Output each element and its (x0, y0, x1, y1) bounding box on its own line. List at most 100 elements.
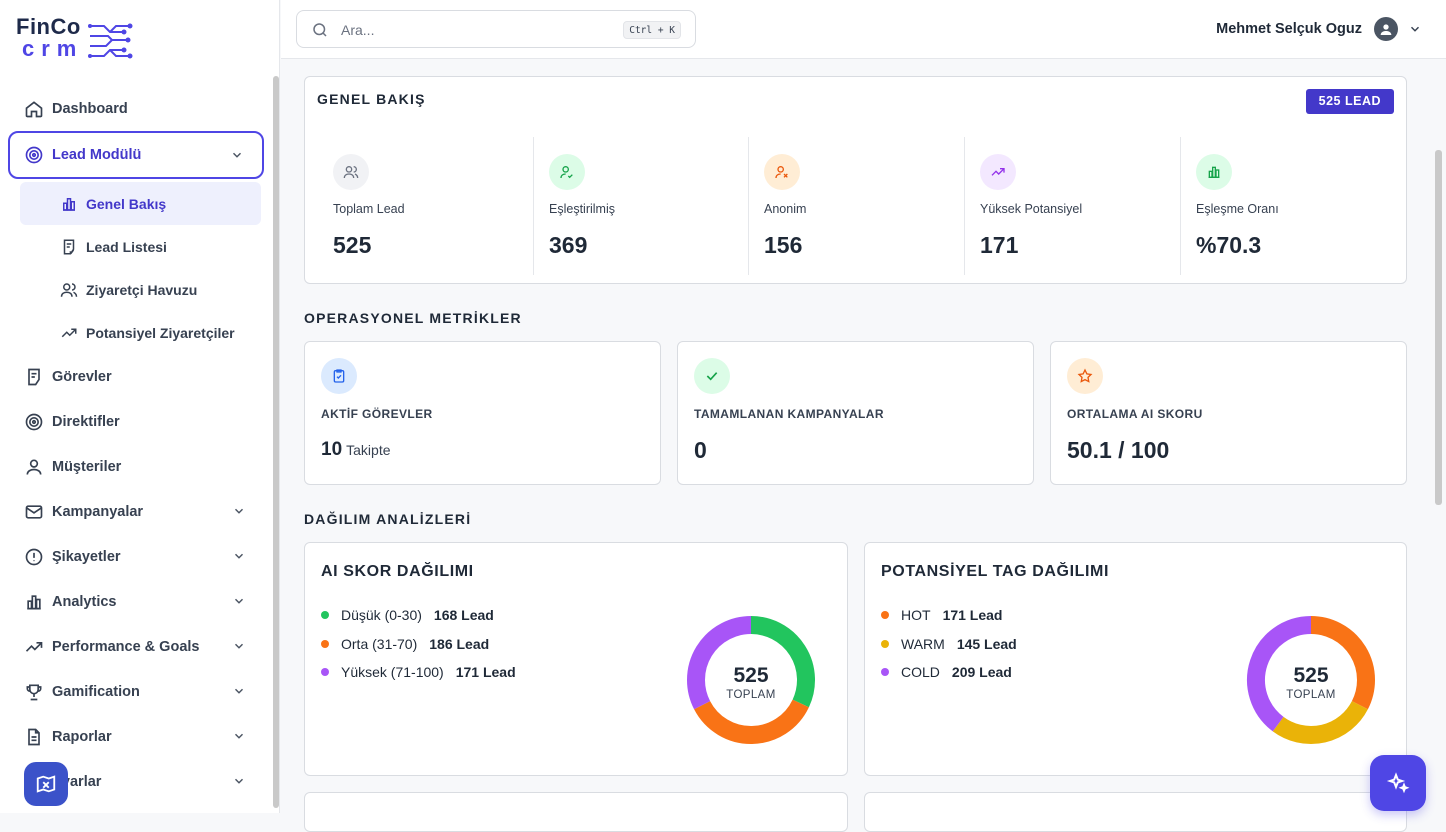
legend-count: 209 Lead (951, 664, 1012, 681)
legend: HOT 171 Lead WARM 145 Lead COLD 209 Lead (881, 601, 1017, 687)
trophy-icon (26, 684, 42, 700)
sidebar-item-label: Direktifler (52, 413, 120, 430)
sidebar-item-gamification[interactable]: Gamification (8, 669, 264, 714)
sidebar-item-lead-module[interactable]: Lead Modülü (8, 131, 264, 179)
map-button[interactable] (24, 762, 68, 806)
legend-item: HOT 171 Lead (881, 601, 1017, 630)
metric-suffix: Takipte (346, 442, 391, 458)
sidebar-item-analytics[interactable]: Analytics (8, 579, 264, 624)
operational-title: OPERASYONEL METRİKLER (304, 310, 522, 326)
metric-card-ortalama-ai-skoru: ORTALAMA AI SKORU 50.1 / 100 (1050, 341, 1407, 485)
user-check-icon (549, 154, 585, 190)
stat-eslestirilmis: Eşleştirilmiş 369 (533, 137, 748, 275)
distribution-title: DAĞILIM ANALİZLERİ (304, 511, 472, 527)
sidebar-subitem-ziyaretci-havuzu[interactable]: Ziyaretçi Havuzu (20, 268, 261, 311)
chevron-down-icon (1410, 26, 1420, 32)
card-title: POTANSİYEL TAG DAĞILIMI (881, 563, 1110, 580)
stat-divider (964, 137, 965, 275)
task-icon (28, 368, 40, 385)
sidebar-subitem-potansiyel-ziyaretciler[interactable]: Potansiyel Ziyaretçiler (20, 311, 261, 354)
alert-icon (25, 548, 43, 565)
donut-chart (687, 616, 815, 744)
target-icon (25, 146, 43, 164)
stat-anonim: Anonim 156 (748, 137, 964, 275)
star-icon (1067, 358, 1103, 394)
chevron-down-icon (234, 553, 244, 559)
donut-total: 525 (1293, 664, 1329, 687)
stat-value: 171 (980, 232, 1019, 258)
legend-count: 171 Lead (455, 664, 516, 681)
legend-item: Orta (31-70) 186 Lead (321, 630, 516, 659)
sidebar-item-musteriler[interactable]: Müşteriler (8, 444, 264, 489)
trend-icon (61, 328, 77, 337)
stat-divider (533, 137, 534, 275)
sidebar-subitem-lead-listesi[interactable]: Lead Listesi (20, 225, 261, 268)
legend-label: Düşük (0-30) (341, 607, 422, 624)
metric-value: 10 Takipte (321, 439, 391, 461)
metric-number: 10 (321, 439, 343, 460)
sidebar: FinCo crm Dashboard Lead Modülü Genel Ba… (0, 0, 280, 813)
lead-count-badge: 525 LEAD (1305, 89, 1394, 114)
ai-assistant-button[interactable] (1370, 755, 1426, 811)
sidebar-item-direktifler[interactable]: Direktifler (8, 399, 264, 444)
main-scrollbar[interactable] (1435, 150, 1442, 505)
metric-card-aktif-gorevler: AKTİF GÖREVLER 10 Takipte (304, 341, 661, 485)
users-icon (60, 282, 78, 297)
sparkles-icon (1386, 772, 1410, 794)
legend-item: COLD 209 Lead (881, 658, 1017, 687)
stat-yuksek-potansiyel: Yüksek Potansiyel 171 (964, 137, 1180, 275)
donut-segment-cold (1247, 616, 1312, 732)
logo-line2: crm (22, 36, 84, 61)
stat-value: %70.3 (1196, 232, 1262, 258)
legend-label: Orta (31-70) (341, 635, 418, 652)
metric-value: 50.1 / 100 (1067, 437, 1170, 463)
sidebar-subitem-label: Lead Listesi (86, 238, 167, 255)
legend-dot (321, 611, 329, 620)
sidebar-item-label: Performance & Goals (52, 638, 200, 655)
legend-dot (881, 639, 889, 648)
donut-total-label: TOPLAM (1286, 689, 1336, 701)
user-name: Mehmet Selçuk Oguz (1216, 21, 1362, 37)
donut-segment-warm (1272, 700, 1368, 744)
legend-count: 168 Lead (433, 607, 494, 624)
sidebar-item-raporlar[interactable]: Raporlar (8, 714, 264, 759)
check-icon (694, 358, 730, 394)
search-shortcut: Ctrl + K (623, 21, 681, 39)
donut-segment-hot (1310, 616, 1375, 710)
sidebar-item-sikayetler[interactable]: Şikayetler (8, 534, 264, 579)
donut-segment-düşük (750, 616, 815, 708)
bar-chart-icon (63, 197, 75, 211)
sidebar-subitem-genel-bakis[interactable]: Genel Bakış (20, 182, 261, 225)
sidebar-item-gorevler[interactable]: Görevler (8, 354, 264, 399)
chevron-down-icon (234, 688, 244, 694)
stat-label: Eşleştirilmiş (549, 202, 615, 216)
sidebar-item-dashboard[interactable]: Dashboard (8, 86, 264, 131)
chevron-down-icon (234, 643, 244, 649)
sidebar-item-kampanyalar[interactable]: Kampanyalar (8, 489, 264, 534)
map-icon (36, 775, 56, 793)
stat-label: Toplam Lead (333, 202, 405, 216)
user-menu[interactable]: Mehmet Selçuk Oguz (1216, 17, 1422, 41)
list-icon (63, 239, 75, 254)
stat-eslesme-orani: Eşleşme Oranı %70.3 (1180, 137, 1406, 275)
user-icon (26, 459, 42, 475)
legend-label: COLD (901, 664, 940, 681)
sidebar-item-label: Lead Modülü (52, 147, 142, 163)
trend-icon (980, 154, 1016, 190)
bar-chart-icon (1196, 154, 1232, 190)
ai-score-donut: 525 TOPLAM (686, 615, 816, 745)
file-icon (28, 728, 40, 745)
legend-label: WARM (901, 635, 945, 652)
metric-value: 0 (694, 437, 707, 463)
sidebar-item-performance-goals[interactable]: Performance & Goals (8, 624, 264, 669)
sidebar-scrollbar[interactable] (273, 76, 279, 808)
search-input[interactable]: Ara... Ctrl + K (296, 10, 696, 48)
stat-label: Eşleşme Oranı (1196, 202, 1279, 216)
donut-total: 525 (733, 664, 769, 687)
legend-dot (881, 611, 889, 620)
logo[interactable]: FinCo crm (16, 14, 146, 62)
metric-label: TAMAMLANAN KAMPANYALAR (694, 407, 884, 421)
stat-value: 156 (764, 232, 803, 258)
tag-donut: 525 TOPLAM (1246, 615, 1376, 745)
legend-item: WARM 145 Lead (881, 630, 1017, 659)
